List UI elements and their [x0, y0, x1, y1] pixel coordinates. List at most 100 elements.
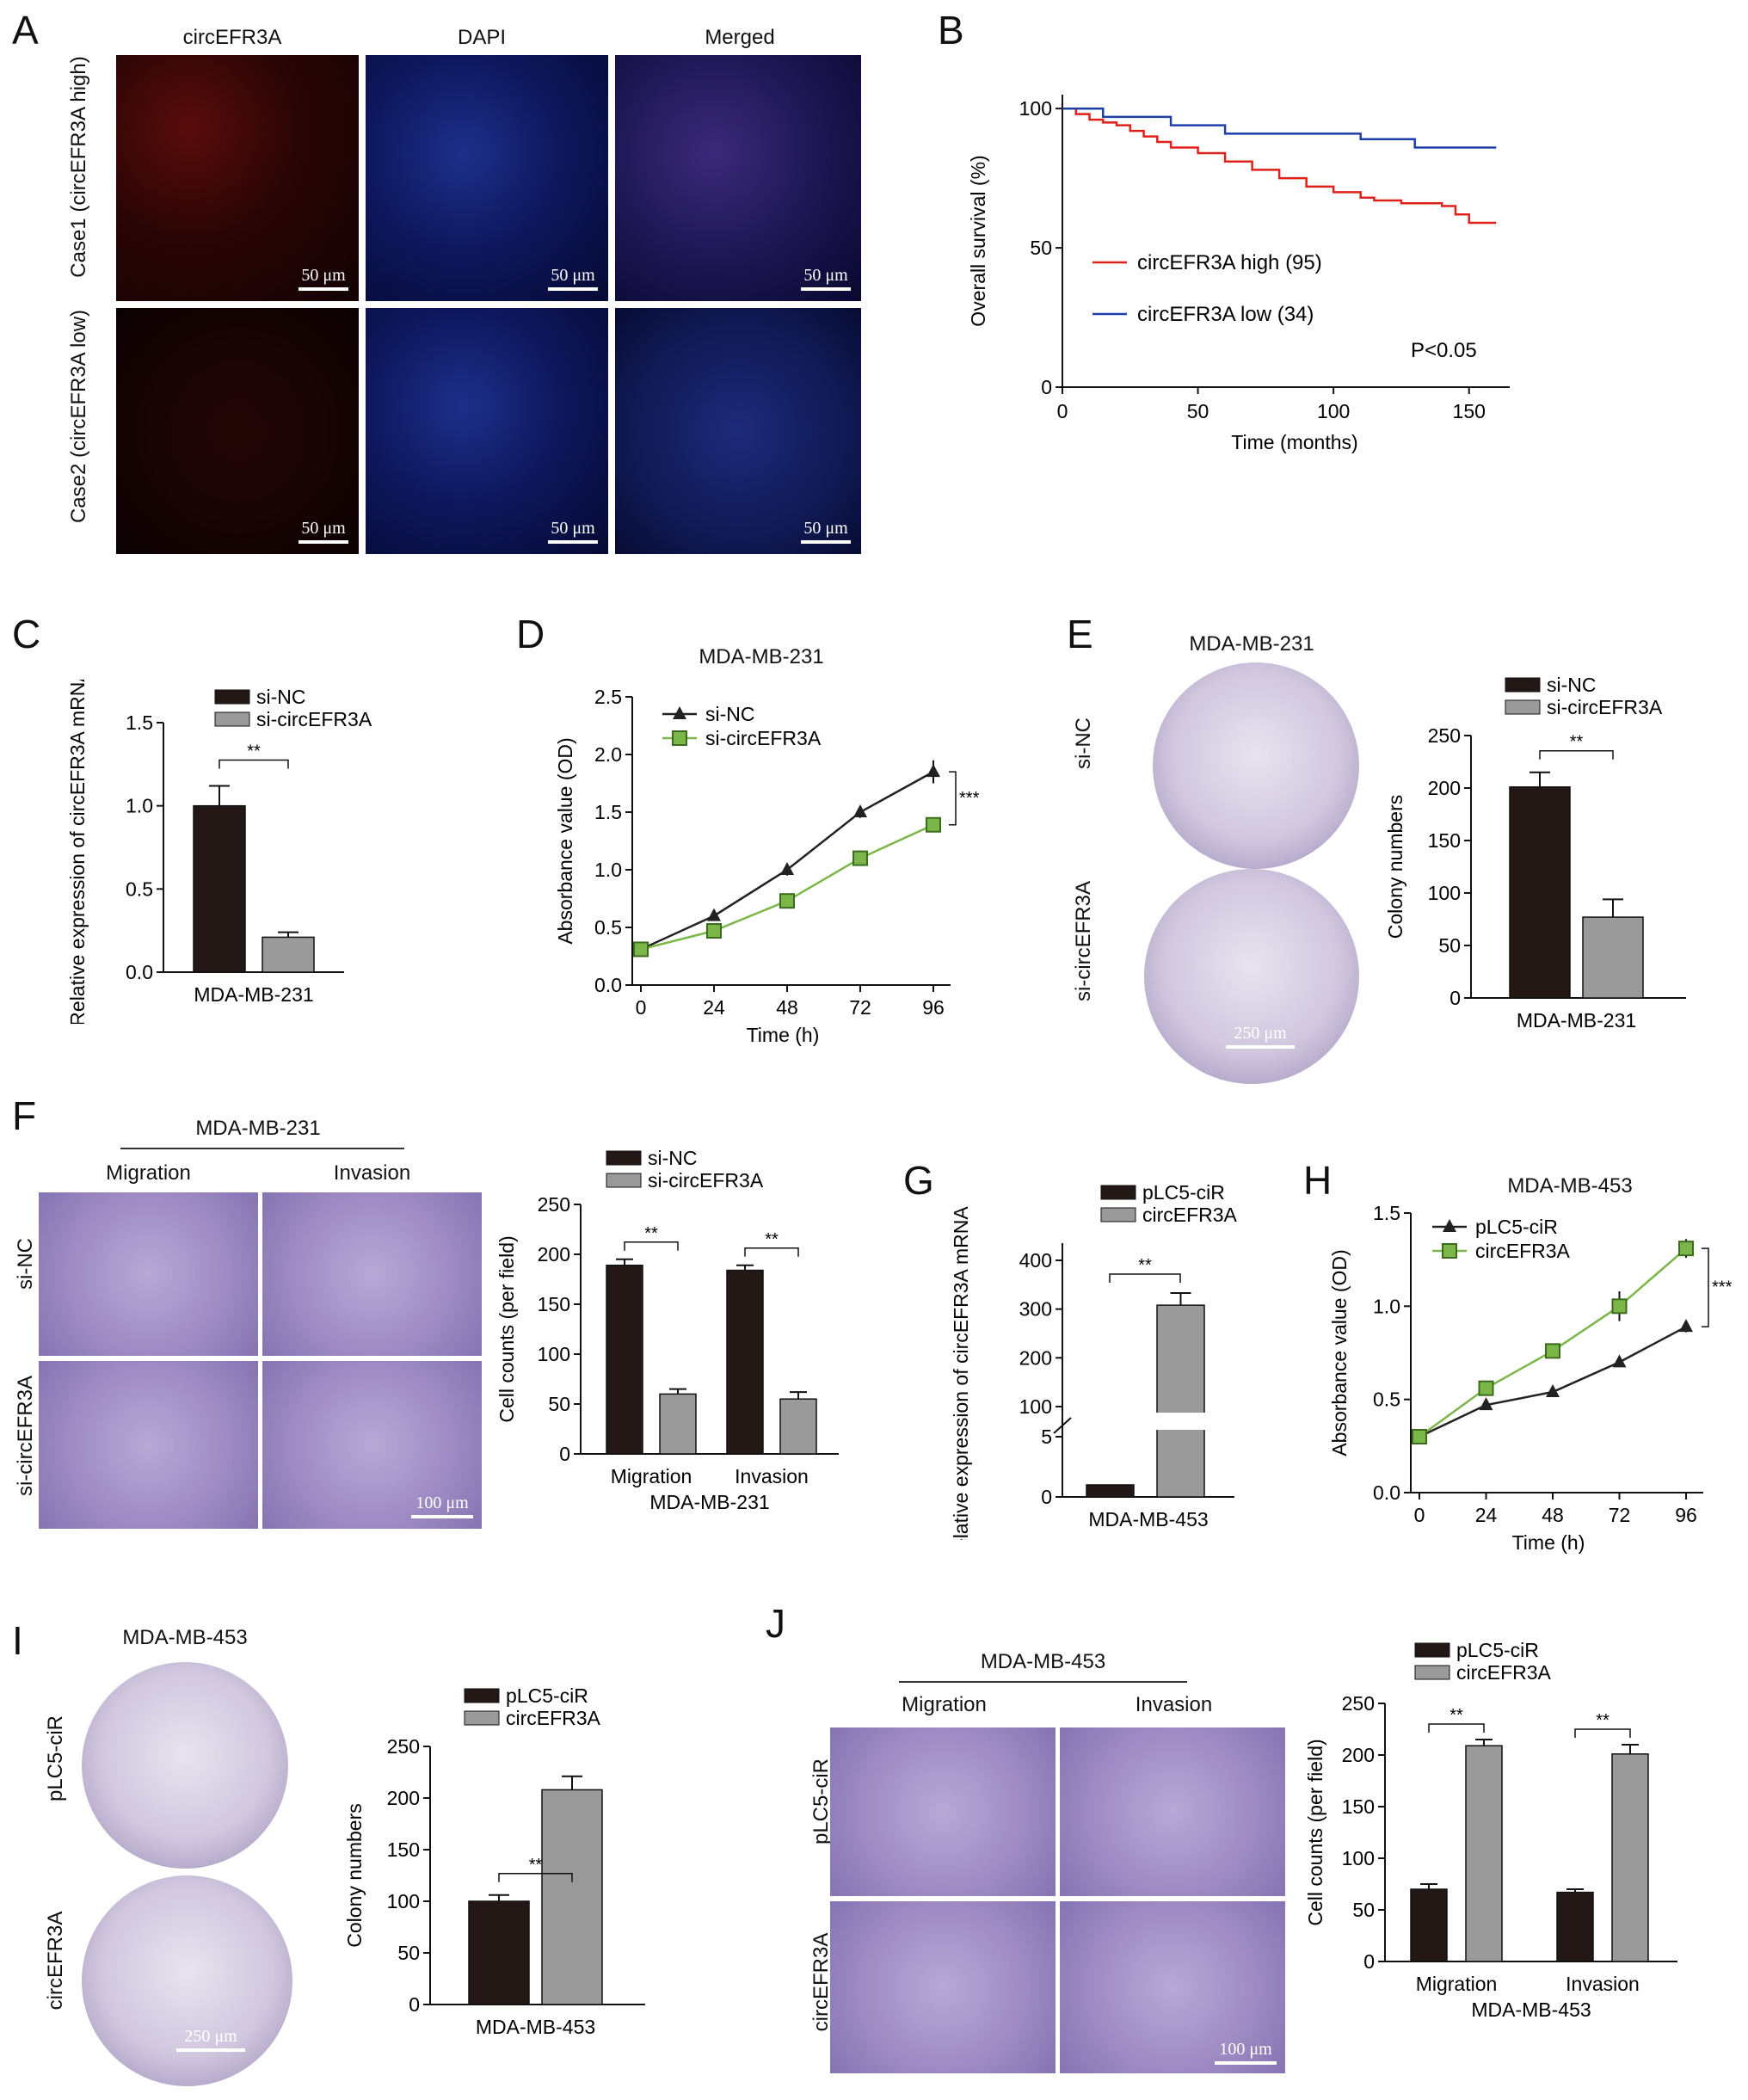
- y-tick-label: 1.5: [594, 801, 622, 823]
- x-tick-label: 72: [1609, 1504, 1631, 1526]
- legend-marker: [673, 706, 686, 719]
- y-tick-label: 0.5: [1373, 1389, 1400, 1411]
- y-tick-label: 0: [1041, 1486, 1052, 1508]
- col-title-dapi: DAPI: [457, 26, 506, 49]
- y-tick-label: 50: [548, 1393, 570, 1415]
- panel-label-g: G: [903, 1158, 934, 1203]
- bar-circEFR3A: [541, 1789, 603, 2005]
- bar-si-circEFR3A: [262, 936, 315, 973]
- significance-bracket: [218, 759, 289, 769]
- point-si-circEFR3A: [706, 923, 722, 939]
- significance-label: ***: [1712, 1278, 1733, 1297]
- panel-label-h: H: [1303, 1158, 1333, 1203]
- bar-pLC5-ciR: [1086, 1484, 1135, 1498]
- y-tick-label: 200: [1019, 1346, 1052, 1369]
- col-title-j-migration: Migration: [902, 1693, 987, 1716]
- y-tick-label: 50: [1352, 1899, 1375, 1921]
- legend-swatch: [606, 1150, 642, 1166]
- x-tick-label: 150: [1453, 400, 1486, 422]
- micrograph-case2-circefr3a: 50 μm: [116, 308, 359, 554]
- y-tick-label: 150: [538, 1293, 570, 1315]
- legend-label: circEFR3A: [1142, 1204, 1238, 1226]
- survival-chart-b: 0 50 100 Overall survival (%) 0 50 100 150 Time …: [967, 95, 1510, 453]
- colony-dish-i-plc5: [82, 1662, 288, 1869]
- legend-label: si-NC: [1547, 674, 1597, 696]
- legend-marker: [1442, 1243, 1457, 1259]
- y-tick-label: 100: [1019, 97, 1052, 120]
- significance-bracket: [498, 1873, 573, 1882]
- point-si-circEFR3A: [633, 941, 649, 958]
- row-label-f-sinc: si-NC: [14, 1238, 37, 1290]
- legend-label: si-NC: [705, 703, 755, 725]
- panel-label-d: D: [516, 612, 545, 656]
- scale-bar-label: 50 μm: [301, 519, 346, 538]
- y-axis-label: Colony numbers: [1384, 795, 1406, 939]
- y-tick-label: 5: [1041, 1426, 1052, 1448]
- title-h: MDA-MB-453: [1507, 1174, 1633, 1198]
- point-circEFR3A: [1412, 1429, 1427, 1444]
- bar-chart-c: 0.0 0.5 1.0 1.5 Relative expression of circE…: [66, 680, 372, 1024]
- x-tick-label: Migration: [1416, 1973, 1498, 1995]
- y-tick-label: 100: [538, 1343, 570, 1365]
- legend-label: circEFR3A high (95): [1137, 251, 1322, 274]
- legend-swatch: [1100, 1185, 1136, 1200]
- y-tick-label: 250: [538, 1193, 570, 1216]
- transwell-j-circ-migration: [830, 1901, 1056, 2073]
- x-axis-label: MDA-MB-231: [649, 1491, 769, 1513]
- transwell-f-sinc-migration: [39, 1192, 258, 1356]
- significance-label: **: [1570, 733, 1584, 752]
- col-title-f-invasion: Invasion: [333, 1161, 411, 1185]
- y-tick-label: 100: [1019, 1395, 1052, 1418]
- significance-bracket: [1574, 1728, 1631, 1738]
- line-chart-h: 0.0 0.5 1.0 1.5 Absorbance value (OD) 0 24 48 72…: [1328, 1202, 1733, 1554]
- bar-pLC5-ciR: [468, 1900, 530, 2005]
- micrograph-case1-circefr3a: 50 μm: [116, 55, 359, 301]
- title-underline-f: [120, 1148, 404, 1149]
- x-tick-label: Migration: [611, 1465, 692, 1487]
- bar-circEFR3A-Migration: [1465, 1745, 1503, 1962]
- legend-marker: [1443, 1219, 1456, 1232]
- significance-bracket: [1539, 749, 1614, 760]
- bar-si-circEFR3A-Invasion: [779, 1398, 817, 1455]
- x-tick-label: 48: [1542, 1504, 1564, 1526]
- legend-label: circEFR3A: [1456, 1661, 1552, 1684]
- x-tick-label: 24: [1475, 1504, 1498, 1526]
- x-axis-label: MDA-MB-453: [1088, 1508, 1208, 1530]
- survival-curve-circEFR3A low (34): [1062, 107, 1497, 149]
- y-tick-label: 300: [1019, 1298, 1052, 1321]
- significance-bracket: [1109, 1273, 1181, 1283]
- y-tick-label: 0.5: [126, 878, 153, 900]
- y-tick-label: 0: [1449, 987, 1461, 1009]
- y-tick-label: 2.5: [594, 686, 622, 708]
- legend-label: circEFR3A low (34): [1137, 303, 1314, 326]
- y-axis-label: Absorbance value (OD): [1328, 1249, 1351, 1456]
- legend-swatch: [1414, 1665, 1450, 1680]
- point-circEFR3A: [1545, 1343, 1560, 1359]
- point-pLC5-ciR: [1546, 1384, 1560, 1397]
- legend-label: si-circEFR3A: [705, 727, 822, 749]
- point-pLC5-ciR: [1479, 1397, 1493, 1411]
- x-tick-label: 0: [636, 996, 647, 1019]
- y-axis-label: Cell counts (per field): [1304, 1739, 1326, 1925]
- point-si-NC: [780, 862, 794, 875]
- legend-swatch: [214, 711, 250, 727]
- legend-marker: [672, 730, 687, 746]
- y-tick-label: 150: [1428, 829, 1461, 852]
- legend-swatch: [1505, 677, 1541, 693]
- bar-chart-j: 0 50 100 150 200 250 Cell counts (per field) **…: [1304, 1639, 1677, 2021]
- scale-bar-label: 50 μm: [803, 519, 848, 538]
- title-j: MDA-MB-453: [980, 1650, 1106, 1673]
- transwell-j-plc5-migration: [830, 1727, 1056, 1896]
- title-e: MDA-MB-231: [1189, 632, 1314, 656]
- scale-bar-label: 250 μm: [1234, 1024, 1287, 1043]
- legend-swatch: [214, 689, 250, 705]
- bar-si-NC-Migration: [606, 1265, 643, 1455]
- point-circEFR3A: [1678, 1241, 1694, 1257]
- y-tick-label: 100: [1342, 1847, 1375, 1869]
- legend-label: circEFR3A: [1475, 1240, 1571, 1262]
- title-i: MDA-MB-453: [122, 1626, 248, 1649]
- legend-label: si-NC: [648, 1147, 698, 1169]
- point-circEFR3A: [1478, 1380, 1494, 1396]
- title-underline-j: [899, 1681, 1187, 1683]
- bar-si-circEFR3A: [1582, 916, 1644, 999]
